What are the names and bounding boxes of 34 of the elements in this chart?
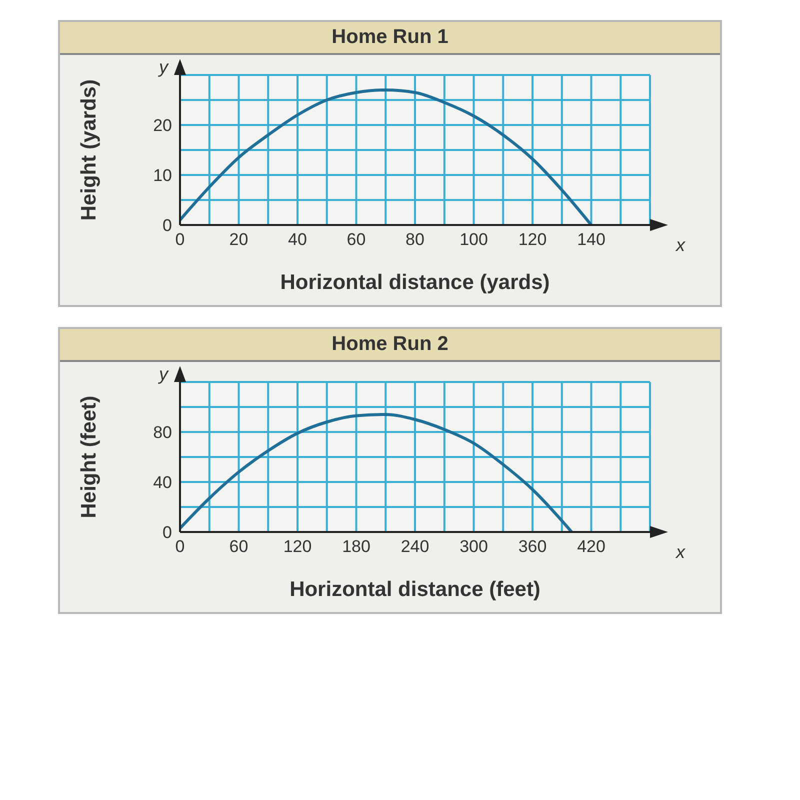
x-tick-label: 360 [518, 537, 547, 556]
text: x [675, 542, 686, 562]
x-tick-label: 120 [518, 230, 547, 250]
x-tick-label: 20 [229, 230, 248, 250]
x-axis-title: Horizontal distance (feet) [290, 578, 540, 601]
line-series [180, 413, 574, 532]
x-tick-label: 40 [288, 230, 307, 250]
x-tick-label: 180 [342, 537, 370, 556]
text: x [675, 235, 686, 255]
chart-title: Home Run 1 [60, 22, 720, 55]
y-axis-title: Height (yards) [77, 79, 100, 221]
x-tick-label: 140 [577, 230, 606, 250]
x-tick-label: 60 [346, 230, 366, 250]
y-tick-label: 0 [162, 216, 172, 236]
x-tick-label: 100 [460, 230, 488, 250]
x-tick-label: 60 [229, 537, 248, 556]
x-tick-label: 420 [577, 537, 606, 556]
y-axis-title: Height (feet) [77, 396, 100, 518]
line-series [180, 88, 593, 225]
x-tick-label: 300 [460, 537, 488, 556]
x-tick-label: 120 [283, 537, 312, 556]
x-tick-label: 0 [175, 537, 185, 556]
text: y [157, 57, 169, 77]
y-tick-label: 40 [153, 473, 172, 492]
x-tick-label: 0 [175, 230, 185, 250]
y-tick-label: 20 [153, 116, 172, 136]
y-tick-label: 80 [153, 423, 172, 442]
x-axis-title: Horizontal distance (yards) [280, 271, 550, 294]
text: y [157, 364, 169, 384]
x-tick-label: 80 [406, 230, 424, 250]
y-tick-label: 10 [153, 166, 172, 186]
x-tick-label: 240 [400, 537, 430, 556]
chart-title: Home Run 2 [60, 329, 720, 362]
y-tick-label: 0 [162, 523, 172, 542]
